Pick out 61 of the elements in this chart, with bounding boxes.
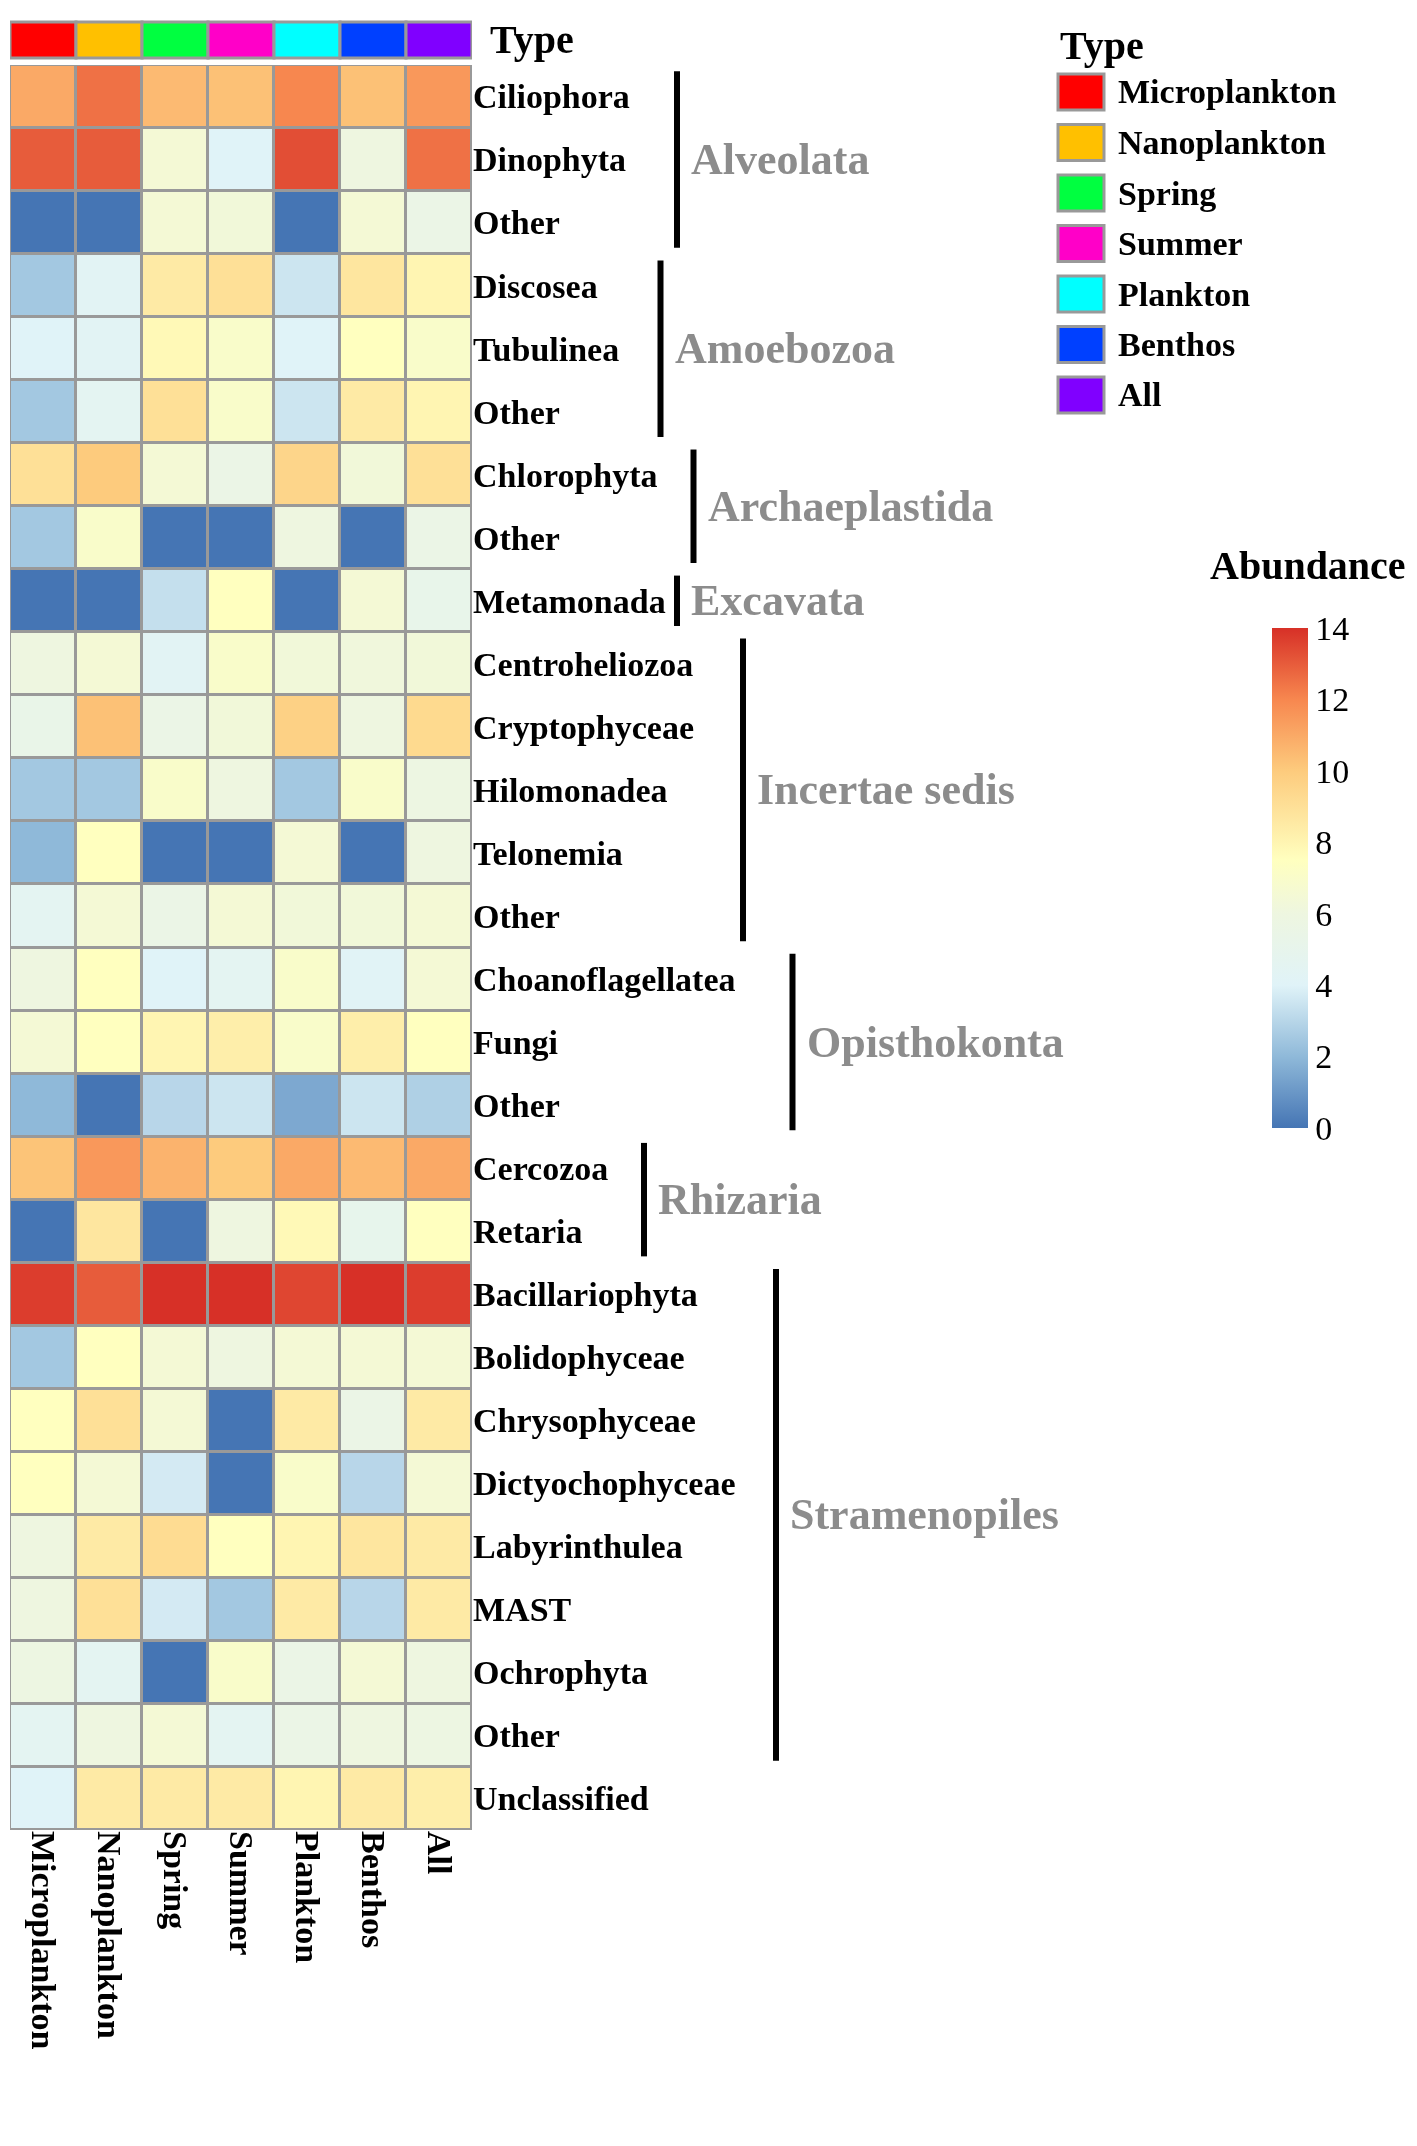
- x-tick-label: Spring: [156, 1831, 194, 1930]
- y-tick-label: MAST: [473, 1591, 572, 1629]
- y-tick-label: Cercozoa: [473, 1150, 609, 1188]
- y-tick-label: Other: [473, 897, 560, 935]
- y-tick-label: Fungi: [473, 1023, 559, 1061]
- y-tick-label: Tubulinea: [473, 330, 620, 368]
- category-label: Nanoplankton: [1118, 124, 1326, 161]
- y-tick-label: Other: [473, 393, 560, 431]
- y-tick-label: Retaria: [473, 1213, 583, 1251]
- x-tick-label: Summer: [222, 1831, 260, 1956]
- y-tick-label: Bolidophyceae: [473, 1339, 685, 1377]
- y-tick-label: Discosea: [473, 267, 598, 305]
- legend-title: Type: [490, 17, 574, 62]
- category-label: Plankton: [1118, 276, 1251, 313]
- y-tick-label: Bacillariophyta: [473, 1276, 698, 1314]
- y-tick-label: Ochrophyta: [473, 1654, 649, 1692]
- y-tick-label: Unclassified: [473, 1780, 649, 1818]
- color-bar-label: 4: [1315, 967, 1333, 1005]
- y-tick-label: Cryptophyceae: [473, 708, 694, 746]
- x-tick-label: Benthos: [354, 1831, 392, 1949]
- y-tick-label: Other: [473, 1717, 560, 1755]
- category-label: Spring: [1118, 175, 1217, 212]
- category-label: Benthos: [1118, 326, 1236, 363]
- color-bar-label: 14: [1315, 609, 1350, 647]
- y-tick-label: Choanoflagellatea: [473, 960, 736, 998]
- text: Stramenopiles: [790, 1490, 1059, 1539]
- text: Incertae sedis: [757, 765, 1015, 814]
- y-tick-label: Telonemia: [473, 834, 623, 872]
- y-tick-label: Other: [473, 1086, 560, 1124]
- x-tick-label: Nanoplankton: [90, 1831, 128, 2039]
- x-tick-label: Microplankton: [24, 1831, 62, 2050]
- color-bar-title: Abundance: [1210, 543, 1406, 588]
- y-tick-label: Hilomonadea: [473, 771, 668, 809]
- category-label: Summer: [1118, 225, 1243, 262]
- text: Alveolata: [691, 135, 870, 184]
- y-tick-label: Other: [473, 204, 560, 242]
- color-bar-label: 0: [1315, 1109, 1333, 1147]
- y-tick-label: Centroheliozoa: [473, 645, 694, 683]
- text: Archaeplastida: [708, 482, 994, 531]
- y-tick-label: Ciliophora: [473, 78, 630, 116]
- y-tick-label: Dinophyta: [473, 141, 627, 179]
- text: Type: [1060, 23, 1144, 68]
- category-label: Microplankton: [1118, 73, 1337, 110]
- color-bar-label: 10: [1315, 752, 1350, 790]
- category-label: All: [1118, 376, 1162, 413]
- y-tick-label: Labyrinthulea: [473, 1528, 683, 1566]
- text: Excavata: [691, 576, 865, 625]
- y-tick-label: Chrysophyceae: [473, 1402, 696, 1440]
- y-tick-label: Other: [473, 519, 560, 557]
- color-bar-label: 12: [1315, 681, 1350, 719]
- y-tick-label: Metamonada: [473, 582, 666, 620]
- x-tick-label: All: [420, 1831, 458, 1875]
- text: Opisthokonta: [807, 1018, 1064, 1067]
- text: Amoebozoa: [675, 324, 895, 373]
- color-bar-label: 6: [1315, 895, 1333, 933]
- y-tick-label: Dictyochophyceae: [473, 1465, 736, 1503]
- x-tick-label: Plankton: [288, 1831, 326, 1964]
- text: Rhizaria: [658, 1175, 822, 1224]
- color-bar-label: 2: [1315, 1038, 1333, 1076]
- y-tick-label: Chlorophyta: [473, 456, 658, 494]
- color-bar-label: 8: [1315, 824, 1333, 862]
